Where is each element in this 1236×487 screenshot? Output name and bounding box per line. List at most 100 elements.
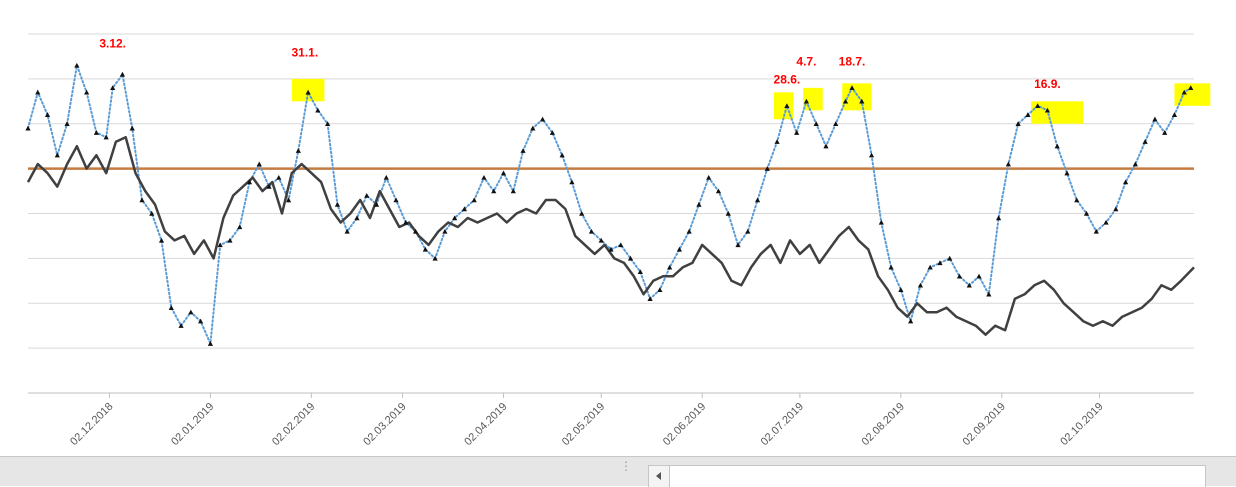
series-point	[344, 228, 350, 234]
series-point	[908, 318, 914, 324]
scroll-left-button[interactable]	[649, 466, 670, 487]
series-point	[198, 318, 204, 324]
series-point	[618, 242, 624, 248]
series-point	[491, 188, 497, 194]
series-point	[266, 183, 272, 189]
chart-area: 3.12. 31.1. 28.6. 4.7. 18.7. 16.9. 02.12.2018…	[25, 33, 1211, 448]
highlight-box	[803, 87, 823, 111]
series-point	[706, 175, 712, 180]
series-point	[364, 192, 370, 198]
series-point	[168, 305, 174, 310]
series-point	[1162, 130, 1168, 135]
series-point	[110, 85, 116, 91]
series-point	[559, 152, 565, 158]
series-point	[35, 89, 41, 95]
series-point	[461, 206, 468, 212]
annotation-label: 31.1.	[291, 45, 318, 59]
annotation-label: 16.9.	[1034, 77, 1061, 91]
series-point	[745, 228, 751, 234]
series-point	[927, 264, 933, 270]
series-point	[1181, 89, 1187, 95]
annotation-label: 4.7.	[796, 54, 816, 68]
series-point	[1025, 112, 1031, 117]
series-point	[1171, 112, 1178, 117]
series-point	[500, 170, 507, 176]
series-point	[1113, 206, 1119, 212]
series-point	[432, 255, 438, 261]
x-tick-label: 02.06.2019	[661, 401, 708, 448]
series-point	[74, 62, 80, 68]
series-point	[637, 269, 643, 275]
series-point	[315, 107, 321, 113]
series-point	[947, 255, 953, 261]
series-point	[696, 201, 702, 207]
series-point	[813, 121, 819, 126]
series-point	[256, 161, 262, 167]
series-point	[1142, 139, 1148, 144]
series-point	[657, 287, 663, 292]
series-point	[217, 242, 223, 248]
series-point	[84, 89, 90, 95]
series-point	[1103, 219, 1109, 225]
series-point	[305, 89, 311, 95]
series-point	[1093, 228, 1099, 234]
series-point	[803, 98, 810, 104]
series-point	[103, 134, 109, 140]
series-point	[842, 98, 849, 104]
series-point	[686, 228, 692, 234]
series-point	[1035, 103, 1041, 108]
series-point	[784, 103, 790, 108]
sheet-scrollbar-area: ⋮	[0, 456, 1236, 487]
split-handle[interactable]: ⋮	[620, 459, 632, 473]
x-axis: 02.12.2018 02.01.2019 02.02.2019 02.03.2019…	[68, 393, 1106, 448]
series-point	[569, 179, 575, 185]
x-tick-label: 02.09.2019	[961, 401, 1008, 448]
annotation-label: 28.6.	[774, 72, 801, 86]
series-point	[188, 309, 194, 315]
series-point	[93, 130, 99, 135]
highlight-box	[1174, 83, 1211, 106]
series-point	[579, 210, 585, 216]
series-point	[25, 125, 31, 131]
series-point	[149, 210, 155, 216]
series-point	[1188, 85, 1194, 91]
series-point	[119, 71, 126, 77]
series-point	[764, 166, 770, 171]
series-point	[1054, 143, 1060, 149]
series-point	[725, 210, 731, 216]
series-point	[588, 228, 595, 234]
highlight-box	[1031, 101, 1084, 124]
series-point	[510, 188, 516, 194]
series-point	[237, 224, 243, 230]
series-point	[868, 152, 875, 158]
series-point	[540, 116, 546, 122]
highlight-boxes	[291, 78, 1211, 124]
series-point	[878, 219, 884, 225]
x-tick-label: 02.01.2019	[169, 401, 216, 448]
series-point	[754, 197, 761, 203]
series-point	[1132, 161, 1138, 167]
series-point	[549, 130, 555, 135]
series-point	[898, 287, 904, 292]
x-tick-label: 02.05.2019	[560, 401, 607, 448]
series-point	[917, 282, 924, 288]
series-point	[383, 175, 389, 180]
line-chart: 3.12. 31.1. 28.6. 4.7. 18.7. 16.9. 02.12.2018…	[25, 33, 1211, 448]
series-point	[129, 125, 135, 131]
series-point	[452, 215, 458, 221]
series-point	[937, 260, 943, 266]
series-point	[354, 215, 360, 221]
chevron-left-icon	[656, 472, 661, 480]
series-point	[295, 148, 301, 153]
markers-group	[25, 62, 1194, 346]
series-point	[207, 341, 213, 346]
series-point	[227, 237, 233, 243]
series-point	[956, 273, 963, 279]
series-point	[833, 121, 839, 126]
series-line-2	[26, 135, 1195, 336]
series-point	[735, 242, 741, 248]
series-point	[158, 237, 165, 243]
horizontal-scrollbar[interactable]	[648, 465, 1206, 487]
series-point	[859, 98, 865, 104]
series-point	[598, 237, 604, 243]
